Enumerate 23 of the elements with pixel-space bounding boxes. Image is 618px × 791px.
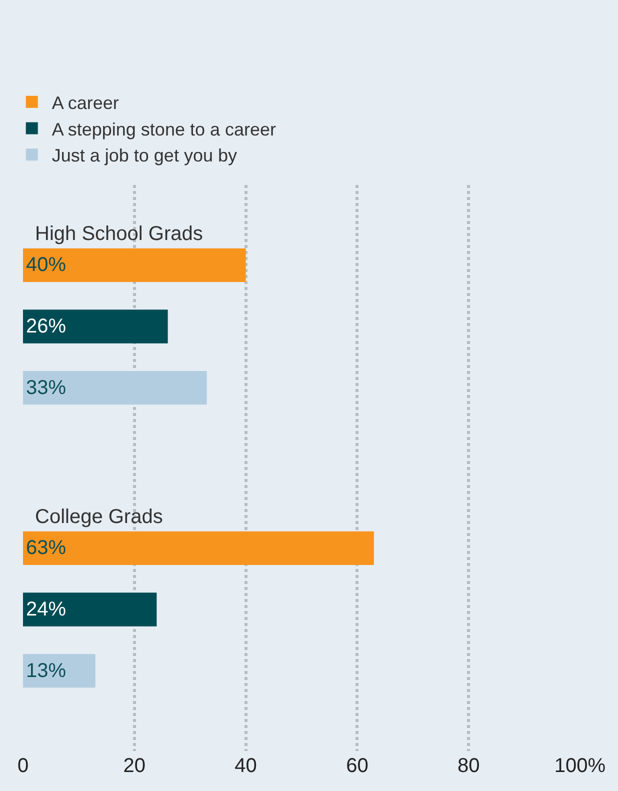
data-label: 33% [26,376,66,399]
x-tick-label: 20 [123,755,146,777]
legend-label: Just a job to get you by [52,146,237,166]
y-tick-label: College Grads [35,506,163,528]
bar [23,248,246,282]
x-tick-label: 60 [346,755,368,777]
legend-label: A career [52,92,119,113]
bar [23,531,374,566]
x-tick-label: 80 [457,755,480,777]
bar [23,310,168,344]
x-tick-label: 40 [234,755,257,777]
data-label: 40% [26,254,66,276]
data-label: 24% [26,598,66,620]
x-tick-label: 100% [554,755,606,777]
data-label: 13% [26,660,66,682]
legend-label: A stepping stone to a career [52,119,276,140]
x-tick-label: 0 [17,755,29,777]
bar [23,654,96,688]
data-label: 26% [26,316,66,338]
bar [23,370,207,405]
y-tick-label: High School Grads [35,223,203,245]
data-label: 63% [26,537,66,560]
bar [23,592,157,626]
